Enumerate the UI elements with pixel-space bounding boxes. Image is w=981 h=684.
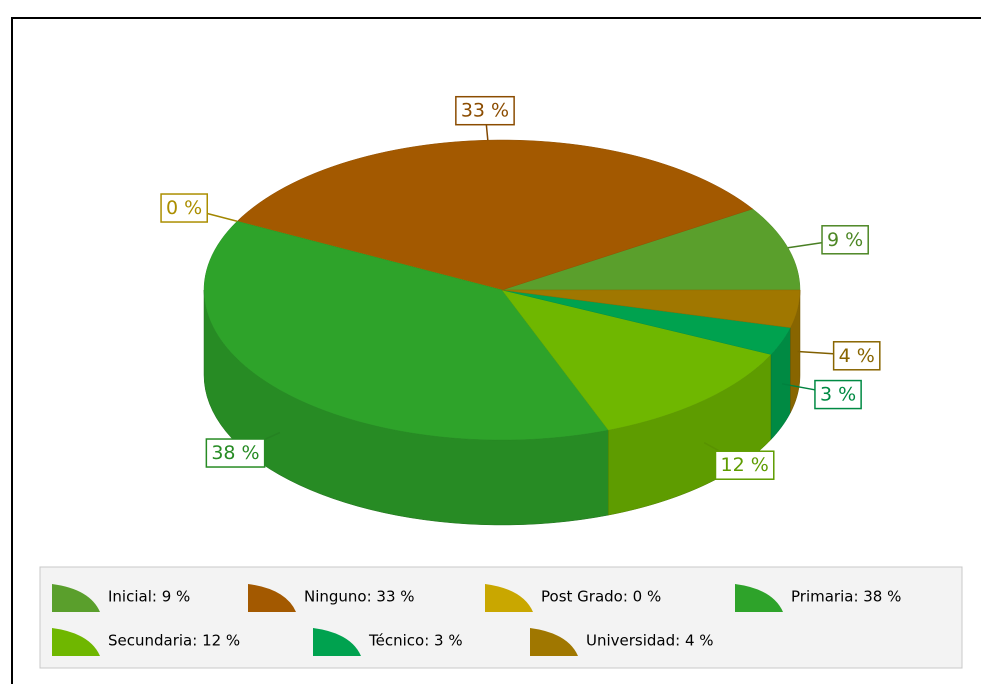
pie-tops — [203, 139, 801, 441]
slice — [501, 289, 801, 328]
legend-swatch — [52, 584, 100, 612]
legend-label: Técnico: 3 % — [368, 632, 463, 650]
label-box — [821, 225, 869, 255]
label-box — [455, 95, 515, 126]
legend-label: Inicial: 9 % — [108, 588, 190, 606]
legend-label: Primaria: 38 % — [791, 588, 901, 606]
data-label: 3 % — [820, 384, 856, 406]
label-box — [814, 379, 862, 410]
legend-swatch — [485, 584, 533, 612]
slice — [501, 289, 772, 431]
legend: Inicial: 9 % Ninguno: 33 % Post Grado: 0 %… — [52, 584, 901, 656]
slice — [501, 289, 791, 355]
legend-swatch — [735, 584, 783, 612]
legend-label: Ninguno: 33 % — [304, 588, 415, 606]
slice — [236, 139, 754, 291]
slice — [501, 208, 801, 291]
legend-swatch — [313, 628, 361, 656]
data-label: 0 % — [166, 197, 202, 219]
data-label: 4 % — [839, 345, 875, 367]
label-box — [832, 341, 881, 371]
label-box — [160, 193, 208, 223]
label-box — [205, 438, 266, 468]
legend-label: Secundaria: 12 % — [108, 632, 240, 650]
data-labels: 9 % 33 % 0 % 38 % 12 % 3 % 4 % — [160, 95, 881, 480]
data-label: 9 % — [827, 229, 863, 251]
legend-box — [39, 566, 963, 669]
legend-swatch — [530, 628, 578, 656]
legend-swatch — [52, 628, 100, 656]
legend-swatch — [248, 584, 296, 612]
legend-label: Post Grado: 0 % — [541, 588, 661, 606]
data-label: 38 % — [211, 442, 259, 464]
data-label: 33 % — [461, 100, 509, 122]
data-label: 12 % — [720, 454, 768, 476]
slice — [203, 220, 609, 441]
label-box — [714, 450, 775, 480]
legend-label: Universidad: 4 % — [586, 632, 714, 650]
